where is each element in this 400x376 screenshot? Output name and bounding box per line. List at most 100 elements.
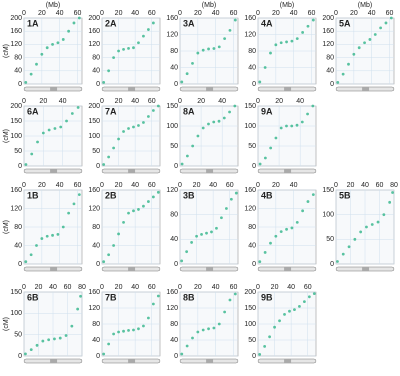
y-tick-label: 80	[170, 48, 178, 55]
x-tick-label: 40	[287, 284, 295, 291]
y-tick-label: 120	[244, 205, 256, 212]
centromere	[50, 359, 58, 363]
y-tick-label: 0	[18, 353, 22, 360]
point	[122, 329, 125, 333]
point	[53, 337, 56, 341]
y-tick-label: 50	[248, 143, 256, 150]
point	[389, 16, 393, 20]
point	[29, 253, 33, 257]
point	[76, 106, 80, 109]
panel-label: 3B	[183, 190, 195, 200]
plot-area	[179, 189, 239, 265]
x-tick-label: 20	[350, 10, 358, 17]
point	[142, 324, 145, 328]
x-tick-label: 0	[178, 182, 182, 189]
x-tick-label: 20	[194, 284, 202, 291]
point	[70, 324, 74, 328]
y-tick-label: 120	[88, 41, 100, 48]
x-tick-label: 0	[256, 98, 260, 105]
x-tick-label: 20	[115, 98, 123, 105]
point	[40, 237, 44, 240]
point	[185, 250, 189, 254]
point	[132, 125, 135, 129]
point	[107, 342, 111, 346]
panel-label: 4A	[261, 18, 273, 28]
point	[269, 146, 273, 150]
x-tick-label: 0	[22, 284, 26, 291]
panel-label: 5B	[339, 190, 351, 200]
y-tick-label: 0	[252, 81, 256, 88]
point	[151, 109, 155, 112]
point	[258, 260, 262, 264]
point	[207, 47, 210, 51]
point	[151, 302, 155, 306]
point	[283, 313, 286, 316]
point	[279, 41, 283, 45]
y-tick-label: 40	[170, 337, 178, 344]
point	[391, 191, 394, 194]
x-tick-label: 0	[334, 10, 338, 17]
point	[290, 39, 294, 43]
point	[142, 34, 145, 38]
point	[112, 56, 115, 59]
y-tick-label: 40	[14, 68, 22, 75]
point	[107, 155, 111, 159]
y-tick-label: 0	[252, 353, 256, 360]
y-tick-label: 80	[170, 321, 178, 328]
x-tick-label: 0	[178, 284, 182, 291]
point	[269, 241, 272, 245]
x-tick-label: 20	[272, 10, 280, 17]
point	[24, 163, 28, 166]
y-tick-label: 150	[244, 305, 256, 312]
centromere	[206, 359, 214, 363]
point	[65, 119, 68, 123]
panel-label: 5A	[339, 18, 351, 28]
point	[64, 334, 68, 337]
point	[278, 319, 281, 323]
y-tick-label: 100	[244, 123, 256, 130]
panel-label: 1A	[27, 18, 39, 28]
point	[40, 52, 44, 56]
x-tick-label: 0	[22, 10, 26, 17]
point	[47, 338, 51, 342]
point	[228, 110, 231, 114]
point	[200, 233, 203, 236]
y-tick-label: 40	[14, 242, 22, 249]
y-tick-label: 50	[170, 143, 178, 150]
point	[215, 226, 218, 230]
point	[217, 322, 221, 326]
centromere	[284, 169, 292, 173]
y-tick-label: 100	[322, 212, 334, 219]
x-tick-label: 60	[376, 182, 384, 189]
point	[311, 104, 315, 108]
point	[185, 154, 189, 158]
centromere	[128, 267, 136, 271]
point	[45, 234, 49, 238]
y-tick-label: 160	[322, 28, 334, 35]
centromere	[206, 87, 214, 91]
x-tick-label: 20	[35, 284, 43, 291]
point	[311, 18, 315, 22]
x-tick-label: 20	[115, 10, 123, 17]
y-tick-label: 80	[92, 54, 100, 61]
y-tick-label: 40	[248, 64, 256, 71]
point	[268, 335, 271, 339]
point	[102, 80, 106, 84]
y-axis-label: (cM)	[3, 129, 10, 143]
x-tick-label: 40	[368, 10, 376, 17]
point	[359, 230, 363, 234]
point	[147, 200, 150, 203]
y-axis-label: (cM)	[3, 44, 10, 58]
y-tick-label: 50	[248, 337, 256, 344]
point	[112, 146, 115, 150]
point	[288, 309, 291, 313]
point	[122, 47, 125, 51]
y-tick-label: 0	[18, 81, 22, 88]
point	[311, 193, 315, 197]
y-tick-label: 160	[244, 15, 256, 22]
point	[132, 46, 135, 50]
